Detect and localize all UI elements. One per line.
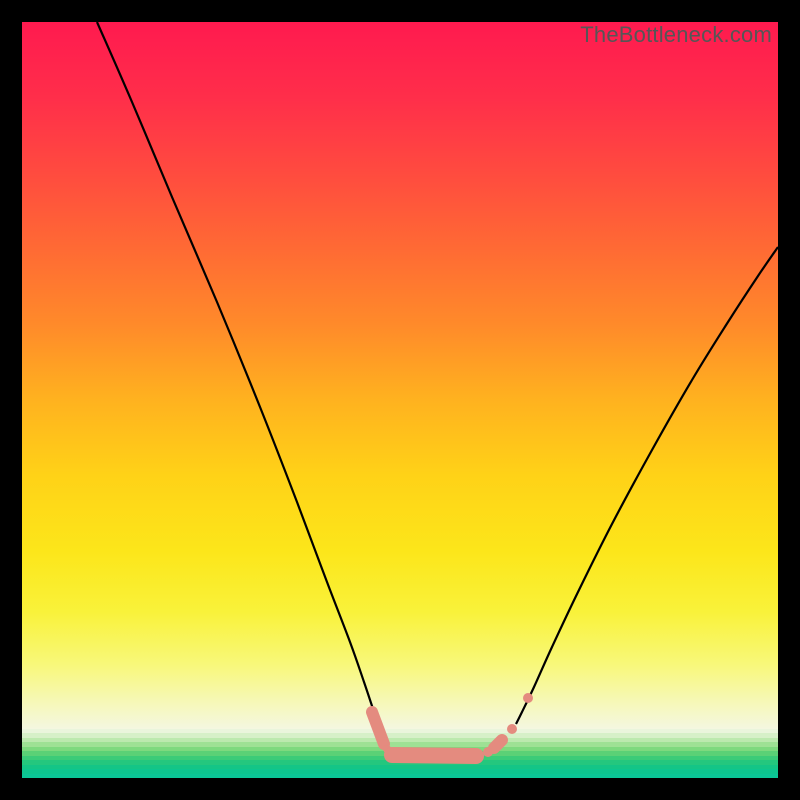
right-curve — [516, 247, 778, 724]
bottleneck-curve — [22, 22, 778, 778]
valley-capsule — [372, 712, 384, 744]
left-curve — [97, 22, 380, 730]
watermark-text: TheBottleneck.com — [580, 22, 772, 48]
valley-segments — [372, 693, 533, 757]
plot-area: TheBottleneck.com — [22, 22, 778, 778]
valley-dot — [523, 693, 533, 703]
valley-dot — [507, 724, 517, 734]
valley-capsule — [392, 755, 476, 756]
valley-capsule — [494, 740, 502, 748]
